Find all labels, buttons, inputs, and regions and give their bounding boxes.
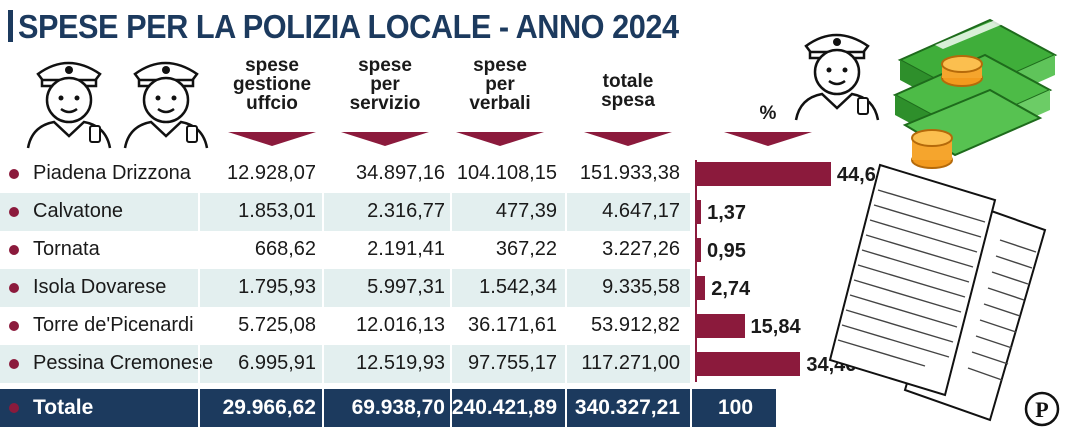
pct-label: 2,74: [711, 278, 751, 300]
pct-bar: [697, 314, 745, 338]
column-separator: [198, 155, 200, 383]
column-separator: [322, 155, 324, 383]
pct-label: 15,84: [750, 316, 801, 338]
chart-title: SPESE PER LA POLIZIA LOCALE - ANNO 2024: [18, 8, 679, 45]
pct-axis: [695, 160, 697, 382]
row-value: 5.997,31: [367, 276, 445, 298]
pct-bar: [697, 276, 706, 300]
row-value: 12.016,13: [356, 314, 445, 336]
row-value: 12.928,07: [227, 162, 316, 184]
row-value: 97.755,17: [468, 352, 557, 374]
total-separator: [450, 389, 452, 427]
row-name: Calvatone: [33, 200, 124, 222]
police-officer-icon: [794, 33, 880, 121]
row-value: 9.335,58: [602, 276, 680, 298]
total-pct: 100: [718, 396, 754, 419]
row-value: 117.271,00: [581, 352, 680, 374]
total-separator: [565, 389, 567, 427]
pct-bar: [697, 200, 702, 224]
svg-text:P: P: [1035, 397, 1048, 422]
column-header: spese gestione uffcio: [232, 55, 312, 114]
row-bullet: [9, 207, 19, 217]
row-value: 1.795,93: [238, 276, 316, 298]
row-name: Piadena Drizzona: [33, 162, 191, 184]
row-bullet: [9, 169, 19, 179]
table-row-bg: [0, 269, 690, 307]
column-separator: [450, 155, 452, 383]
row-value: 4.647,17: [602, 200, 680, 222]
row-name: Tornata: [33, 238, 100, 260]
row-bullet: [9, 321, 19, 331]
pct-bar: [697, 162, 831, 186]
row-value: 367,22: [495, 238, 557, 260]
row-value: 1.853,01: [238, 200, 316, 222]
pct-bar: [697, 352, 801, 376]
row-value: 12.519,93: [356, 352, 445, 374]
total-value: 240.421,89: [451, 396, 557, 419]
row-value: 3.227,26: [602, 238, 680, 260]
row-value: 5.725,08: [238, 314, 316, 336]
column-header: spese per verbali: [469, 55, 531, 114]
row-value: 1.542,34: [479, 276, 557, 298]
police-officer-icon: [26, 61, 112, 149]
column-arrow: [724, 132, 812, 146]
total-bullet: [9, 403, 19, 413]
row-value: 34.897,16: [356, 162, 445, 184]
column-arrow: [584, 132, 672, 146]
row-name: Torre de'Picenardi: [33, 314, 194, 336]
row-value: 53.912,82: [591, 314, 680, 336]
column-header: totale spesa: [601, 71, 655, 111]
row-name: Isola Dovarese: [33, 276, 167, 298]
pct-bar: [697, 238, 701, 262]
row-value: 6.995,91: [238, 352, 316, 374]
column-arrow: [228, 132, 316, 146]
money-stack-icon: [892, 18, 1058, 169]
pct-label: 1,37: [707, 202, 747, 224]
row-value: 668,62: [254, 238, 316, 260]
column-header: spese per servizio: [349, 55, 421, 114]
column-arrow: [456, 132, 544, 146]
row-bullet: [9, 245, 19, 255]
documents-icon: [828, 163, 1047, 422]
row-value: 36.171,61: [468, 314, 557, 336]
table-row-bg: [0, 345, 690, 383]
row-value: 2.191,41: [367, 238, 445, 260]
row-value: 104.108,15: [456, 162, 557, 184]
total-name: Totale: [33, 396, 94, 419]
total-separator: [690, 389, 692, 427]
total-row-bg: [0, 389, 776, 427]
police-officer-icon: [123, 61, 209, 149]
total-value: 29.966,62: [222, 396, 316, 419]
title-accent-bar: [8, 10, 13, 42]
column-arrow: [341, 132, 429, 146]
publisher-logo-icon: P: [1024, 391, 1060, 427]
row-name: Pessina Cremonese: [33, 352, 214, 374]
column-header: %: [759, 103, 777, 124]
total-value: 340.327,21: [574, 396, 680, 419]
total-separator: [198, 389, 200, 427]
row-bullet: [9, 283, 19, 293]
row-value: 151.933,38: [579, 162, 680, 184]
table-row-bg: [0, 193, 690, 231]
row-bullet: [9, 359, 19, 369]
column-separator: [690, 155, 692, 383]
column-separator: [565, 155, 567, 383]
pct-label: 44,64: [836, 164, 887, 186]
pct-label: 0,95: [707, 240, 746, 262]
total-separator: [322, 389, 324, 427]
row-value: 477,39: [495, 200, 557, 222]
row-value: 2.316,77: [367, 200, 445, 222]
total-value: 69.938,70: [351, 396, 445, 419]
